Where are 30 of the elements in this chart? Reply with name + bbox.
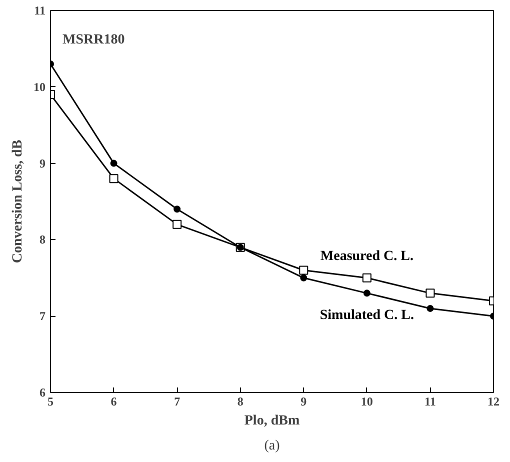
y-tick-label: 7 bbox=[40, 309, 46, 324]
x-tick-label: 9 bbox=[300, 394, 307, 408]
point bbox=[362, 273, 372, 282]
x-tick-label: 12 bbox=[488, 394, 500, 408]
x-tick-label: 5 bbox=[48, 394, 54, 408]
y-tick-label: 11 bbox=[34, 4, 46, 18]
series-label: Measured C. L. bbox=[320, 248, 414, 264]
point bbox=[300, 274, 308, 282]
x-tick-label: 10 bbox=[360, 394, 373, 408]
annotation: MSRR180 bbox=[62, 32, 125, 48]
point bbox=[174, 206, 181, 213]
y-axis-title: Conversion Loss, dB bbox=[10, 140, 26, 264]
point bbox=[363, 290, 370, 297]
series-label: Simulated C. L. bbox=[320, 308, 414, 324]
point bbox=[426, 304, 434, 312]
point bbox=[299, 266, 308, 275]
point bbox=[109, 174, 118, 184]
y-tick-label: 10 bbox=[34, 80, 46, 94]
y-tick-label: 6 bbox=[40, 386, 46, 400]
y-tick-label: 8 bbox=[40, 232, 46, 247]
x-tick-label: 11 bbox=[424, 394, 436, 408]
text: (a) bbox=[264, 438, 280, 454]
x-axis-title: Plo, dBm bbox=[244, 414, 300, 428]
x-tick-label: 7 bbox=[174, 394, 180, 408]
x-tick-label: 8 bbox=[237, 394, 244, 408]
point bbox=[110, 160, 118, 167]
point bbox=[172, 220, 182, 229]
point bbox=[426, 288, 435, 298]
y-tick-label: 9 bbox=[40, 156, 46, 170]
x-tick-label: 6 bbox=[110, 394, 117, 408]
